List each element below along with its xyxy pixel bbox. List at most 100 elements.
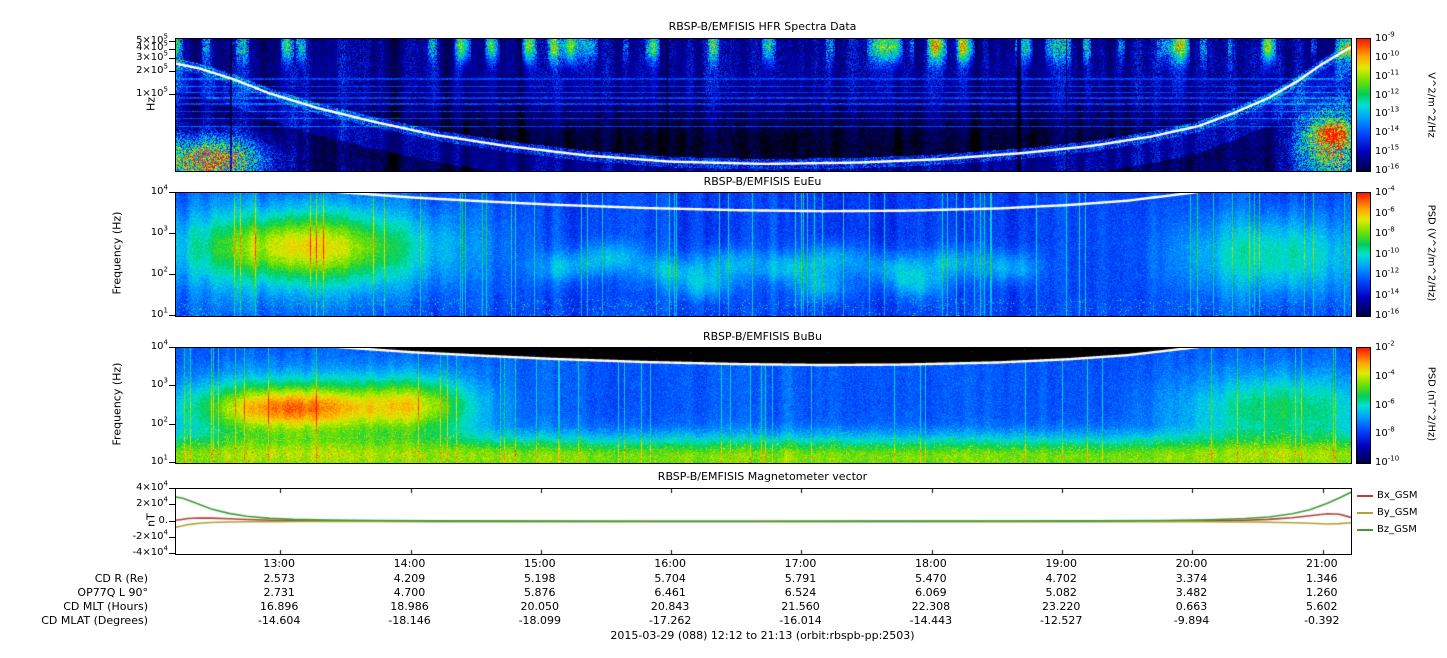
panel1-ytick-label: 5×105 (136, 32, 168, 47)
panel4-ytick-mark (169, 504, 175, 506)
ephemeris-value: -18.146 (388, 614, 431, 627)
ephemeris-row-label: OP77Q L 90° (77, 586, 148, 599)
panel3-spectrogram-buBu (175, 347, 1352, 464)
panel3-ylabel: Frequency (Hz) (110, 362, 124, 446)
panel1-colorbar-tick-label: 10-14 (1375, 124, 1400, 139)
panel4-ytick-mark (169, 553, 175, 554)
panel4-title: RBSP-B/EMFISIS Magnetometer vector (657, 470, 868, 483)
bz-line-swatch (1357, 528, 1373, 531)
panel2-colorbar (1356, 192, 1371, 317)
panel1-colorbar-tick-label: 10-10 (1375, 49, 1400, 63)
panel1-colorbar-tick-label: 10-12 (1375, 87, 1400, 101)
panel4-ytick-mark (169, 488, 175, 489)
panel2-colorbar-unit-label: PSD (V^2/m^2/Hz) (1425, 204, 1437, 302)
ephemeris-value: 5.470 (915, 572, 947, 585)
time-tick-label: 21:00 (1305, 557, 1338, 570)
panel2-ylabel: Frequency (Hz) (110, 211, 124, 295)
ephemeris-value: 21.560 (781, 600, 820, 613)
time-tick-label: 14:00 (393, 557, 426, 570)
ephemeris-value: 6.069 (915, 586, 947, 599)
panel1-colorbar-tick-label: 10-13 (1375, 106, 1400, 120)
ephemeris-value: 1.346 (1306, 572, 1338, 585)
ephemeris-value: 6.461 (654, 586, 686, 599)
ephemeris-value: 2.731 (263, 586, 295, 599)
panel1-ytick-mark (169, 71, 175, 73)
panel4-ytick-mark (169, 520, 175, 522)
panel4-ytick-label: 0. (158, 514, 168, 526)
panel2-ytick-label: 103 (150, 224, 168, 238)
ephemeris-value: 4.209 (393, 572, 426, 585)
panel1-ytick-label: 4×105 (136, 40, 168, 54)
ephemeris-value: 22.308 (911, 600, 951, 613)
ephemeris-value: 1.260 (1306, 586, 1338, 599)
panel1-ytick-label: 3×105 (136, 49, 168, 63)
panel4-ytick-label: 4×104 (136, 479, 168, 493)
legend-item-bz: Bz_GSM (1357, 524, 1417, 535)
time-tick-label: 13:00 (263, 557, 296, 570)
panel2-ytick-label: 101 (150, 306, 168, 320)
panel1-colorbar-tick-label: 10-9 (1375, 30, 1395, 44)
panel1-ytick-mark (169, 94, 175, 96)
panel2-spectrogram-euEu (175, 192, 1352, 317)
ephemeris-value: 23.220 (1041, 600, 1081, 613)
panel2-ytick-mark (169, 315, 175, 316)
panel1-title: RBSP-B/EMFISIS HFR Spectra Data (668, 20, 857, 33)
ephemeris-value: 6.524 (784, 586, 817, 599)
ephemeris-value: 5.082 (1045, 586, 1077, 599)
ephemeris-value: 5.876 (524, 586, 556, 599)
panel2-colorbar-tick-label: 10-4 (1375, 184, 1395, 198)
panel3-title: RBSP-B/EMFISIS BuBu (703, 330, 822, 343)
panel3-ytick-label: 104 (150, 338, 168, 352)
ephemeris-value: 0.663 (1175, 600, 1208, 613)
panel2-ytick-label: 104 (150, 183, 168, 197)
panel1-ytick-mark (169, 41, 175, 43)
panel1-ytick-mark (169, 48, 175, 50)
ephemeris-value: -12.527 (1039, 614, 1083, 627)
panel3-ytick-mark (169, 462, 175, 463)
time-tick-label: 20:00 (1175, 557, 1208, 570)
panel2-ytick-mark (169, 233, 175, 234)
panel2-ytick-mark (169, 192, 175, 193)
ephemeris-value: 3.374 (1175, 572, 1208, 585)
panel1-colorbar-tick-label: 10-16 (1375, 162, 1400, 176)
panel3-colorbar-tick-label: 10-10 (1375, 454, 1400, 468)
panel1-colorbar (1356, 38, 1371, 172)
panel3-colorbar-unit-label: PSD (nT^2/Hz) (1425, 366, 1437, 442)
panel2-ytick-mark (169, 274, 175, 275)
panel2-ytick-label: 102 (150, 265, 168, 279)
panel3-colorbar-tick-label: 10-6 (1375, 397, 1395, 411)
panel3-colorbar-tick-label: 10-4 (1375, 368, 1395, 382)
legend-label-by: By_GSM (1377, 507, 1418, 518)
ephemeris-row-label: CD R (Re) (94, 572, 148, 585)
panel2-colorbar-tick-label: 10-6 (1375, 205, 1395, 219)
ephemeris-value: 4.702 (1045, 572, 1077, 585)
panel2-colorbar-tick-label: 10-14 (1375, 287, 1400, 301)
ephemeris-value: 2.573 (263, 572, 295, 585)
panel3-colorbar (1356, 347, 1371, 464)
panel1-ytick-label: 2×105 (136, 62, 168, 77)
panel1-ytick-mark (169, 58, 175, 59)
panel1-colorbar-tick-label: 10-15 (1375, 143, 1400, 158)
ephemeris-value: -16.014 (779, 614, 822, 627)
panel3-ytick-label: 102 (150, 415, 168, 429)
ephemeris-value: -14.604 (257, 614, 301, 627)
ephemeris-row-label: CD MLAT (Degrees) (41, 614, 148, 627)
ephemeris-value: 5.704 (654, 572, 686, 585)
panel2-colorbar-tick-label: 10-12 (1375, 266, 1400, 280)
bx-line-swatch (1357, 494, 1373, 497)
time-tick-label: 17:00 (784, 557, 817, 570)
ephemeris-value: 16.896 (259, 600, 299, 613)
panel3-colorbar-tick-label: 10-8 (1375, 425, 1395, 440)
time-tick-label: 19:00 (1045, 557, 1078, 570)
panel4-ytick-mark (169, 536, 175, 538)
panel1-spectrogram-hfr (175, 38, 1352, 172)
panel1-ytick-label: 1×105 (136, 85, 168, 100)
panel4-ytick-label: -4×104 (132, 544, 168, 558)
legend-item-by: By_GSM (1357, 507, 1418, 518)
panel4-ytick-label: 2×104 (136, 495, 168, 510)
time-tick-label: 18:00 (915, 557, 947, 570)
ephemeris-value: 18.986 (390, 600, 429, 613)
ephemeris-value: 5.602 (1306, 600, 1338, 613)
panel2-colorbar-tick-label: 10-8 (1375, 225, 1395, 239)
